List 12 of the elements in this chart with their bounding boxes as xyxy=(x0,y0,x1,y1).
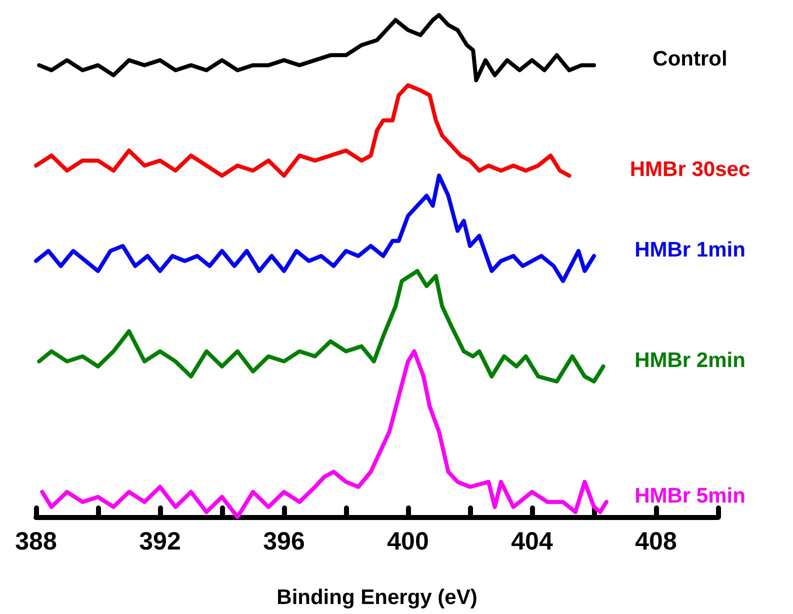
x-tick-label: 388 xyxy=(15,528,57,556)
text: HMBr 30sec xyxy=(630,158,750,182)
x-tick-label: 396 xyxy=(263,528,305,556)
x-tick-label: 404 xyxy=(511,528,553,556)
x-axis-title: Binding Energy (eV) xyxy=(276,586,478,609)
series-label: HMBr 5min xyxy=(634,484,746,508)
x-tick-label: 408 xyxy=(635,528,677,556)
x-tick-label: 400 xyxy=(387,528,429,556)
series-label: HMBr 1min xyxy=(634,238,746,262)
x-tick-label: 392 xyxy=(139,528,181,556)
text: Control xyxy=(652,48,728,71)
series-label: HMBr 2min xyxy=(634,348,746,372)
